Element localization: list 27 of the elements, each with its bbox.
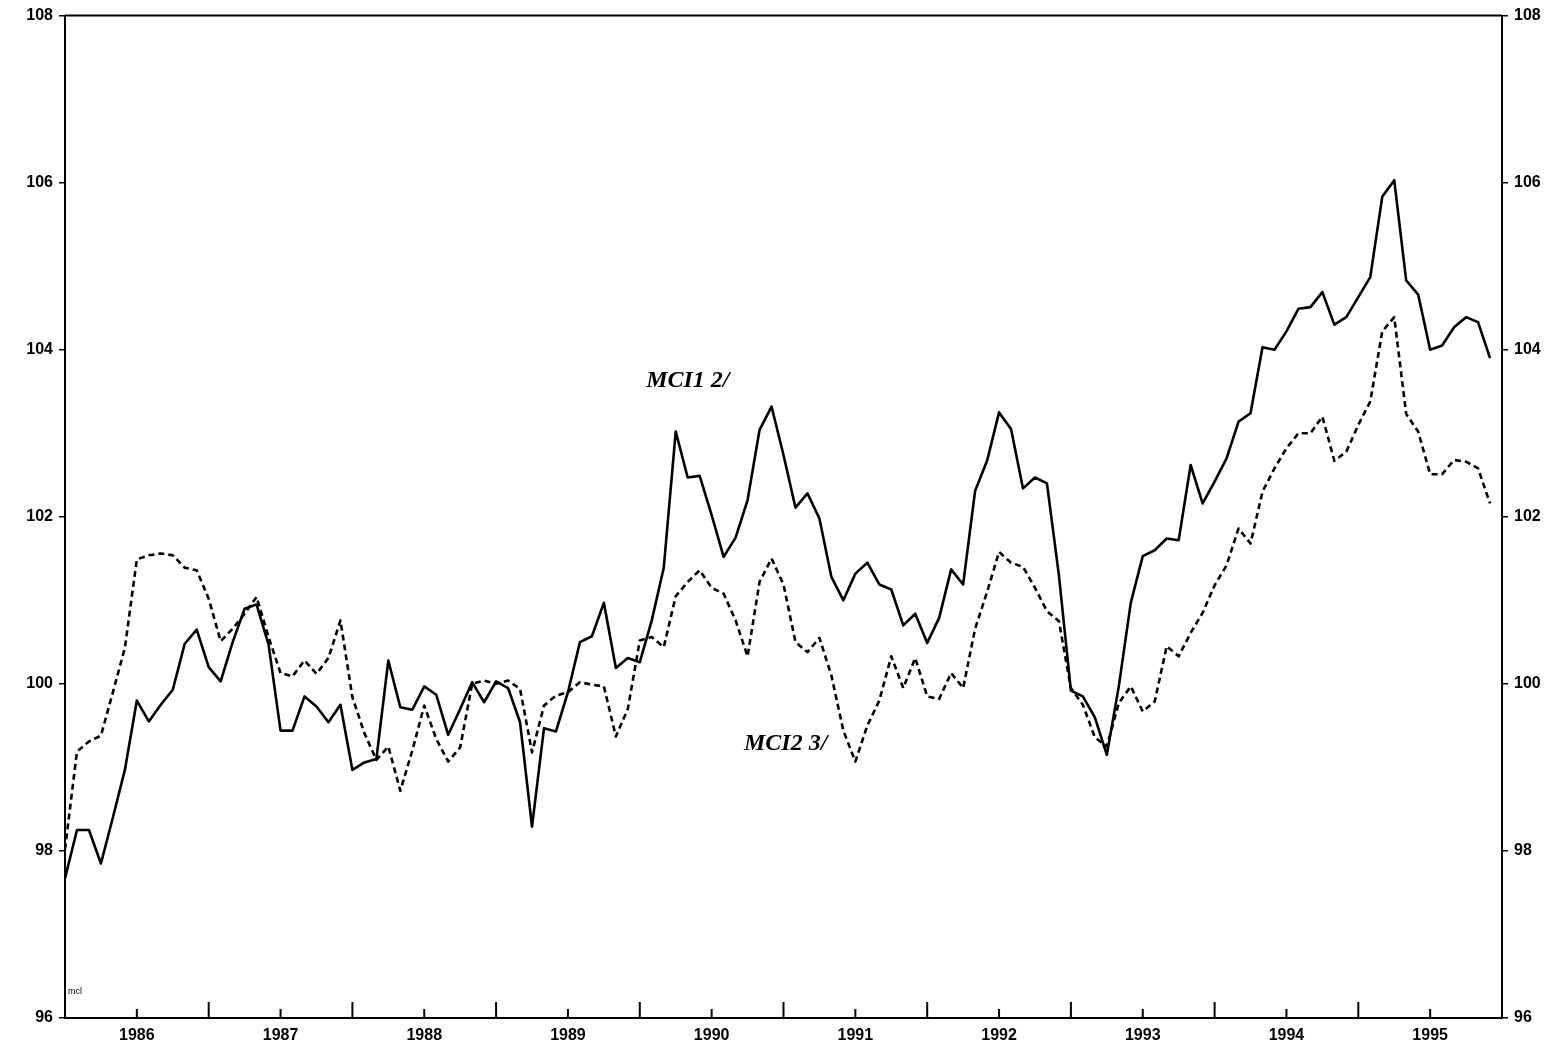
y2-tick-label: 104	[1514, 340, 1541, 358]
y2-tick-label: 100	[1514, 674, 1541, 692]
x-tick-label: 1993	[1124, 1026, 1161, 1044]
annotation: mcl	[68, 985, 82, 996]
y-tick-label: 104	[26, 340, 54, 358]
x-tick-label: 1989	[550, 1026, 586, 1044]
x-tick-label: 1991	[837, 1026, 874, 1044]
x-tick-label: 1986	[119, 1026, 155, 1044]
y2-tick-label: 98	[1514, 841, 1532, 859]
x-tick-label: 1990	[693, 1026, 730, 1044]
y2-tick-label: 106	[1514, 173, 1541, 191]
series-label: MCI2 3/	[742, 728, 830, 755]
y-tick-label: 96	[35, 1008, 54, 1026]
y-tick-label: 108	[26, 6, 54, 24]
y-tick-label: 106	[26, 173, 54, 191]
x-tick-label: 1994	[1268, 1026, 1305, 1044]
x-tick-label: 1988	[406, 1026, 443, 1044]
x-tick-label: 1995	[1412, 1026, 1449, 1044]
x-tick-label: 1992	[981, 1026, 1017, 1044]
series-label: MCI1 2/	[645, 365, 732, 392]
y-tick-label: 100	[26, 674, 54, 692]
x-tick-label: 1987	[262, 1026, 299, 1044]
y2-tick-label: 108	[1514, 6, 1541, 24]
y2-tick-label: 102	[1514, 507, 1541, 525]
y-tick-label: 102	[26, 507, 54, 525]
y2-tick-label: 96	[1514, 1008, 1532, 1026]
y-tick-label: 98	[35, 841, 54, 859]
